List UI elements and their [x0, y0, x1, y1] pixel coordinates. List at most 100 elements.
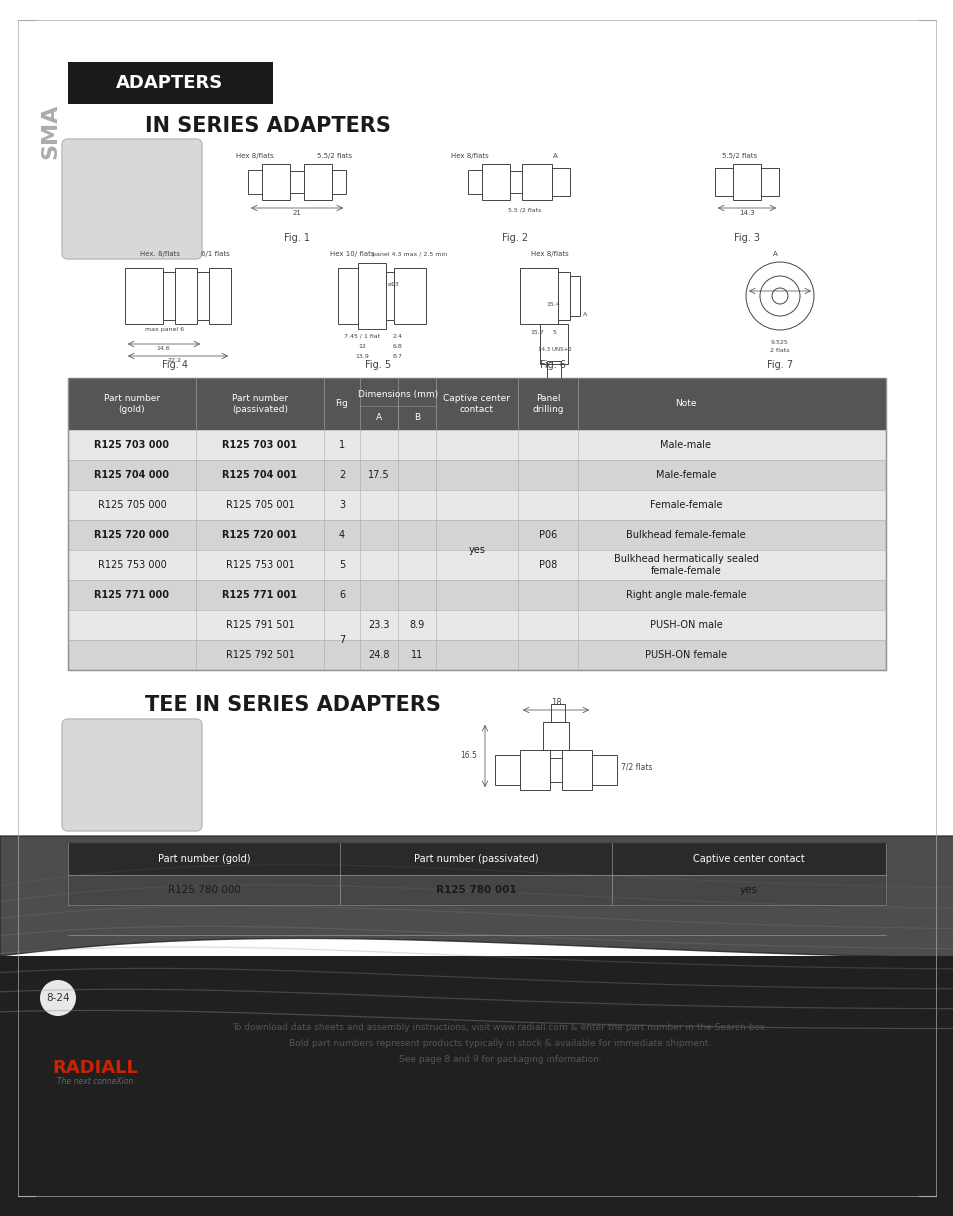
Text: SMA: SMA [40, 103, 60, 158]
Bar [125, 268, 163, 323]
Text: Part number
(passivated): Part number (passivated) [232, 394, 288, 415]
Text: R125 704 000: R125 704 000 [94, 471, 170, 480]
Text: R125 771 000: R125 771 000 [94, 590, 170, 599]
Bar [196, 272, 209, 320]
Text: Captive center
contact: Captive center contact [443, 394, 510, 415]
Bar [68, 62, 273, 105]
Text: R125 720 000: R125 720 000 [94, 530, 170, 540]
Text: TEE IN SERIES ADAPTERS: TEE IN SERIES ADAPTERS [145, 696, 440, 715]
Bar [551, 704, 564, 722]
Bar [332, 170, 346, 195]
Text: B: B [414, 413, 419, 422]
Bar [68, 843, 885, 905]
Text: Hex 8/flats: Hex 8/flats [531, 250, 568, 257]
Bar [68, 640, 885, 670]
Text: 2.4: 2.4 [393, 334, 402, 339]
Text: Fig. 7: Fig. 7 [766, 360, 792, 370]
Bar [714, 168, 732, 196]
Text: To download data sheets and assembly instructions, visit www.radiall.com & enter: To download data sheets and assembly ins… [232, 1024, 767, 1032]
Text: Panel
drilling: Panel drilling [532, 394, 563, 415]
Text: PUSH-ON male: PUSH-ON male [649, 620, 721, 630]
Text: 8.9: 8.9 [409, 620, 424, 630]
Bar [519, 268, 558, 323]
Text: A: A [772, 250, 777, 257]
Text: Hex 10/ flats: Hex 10/ flats [330, 250, 374, 257]
Text: 17.5: 17.5 [368, 471, 390, 480]
Bar [68, 843, 885, 876]
Bar [357, 263, 386, 330]
Text: 5: 5 [553, 330, 557, 334]
Text: panel 4.3 max / 2.5 min: panel 4.3 max / 2.5 min [372, 252, 447, 257]
Text: 3: 3 [338, 500, 345, 510]
Text: R125 792 501: R125 792 501 [225, 651, 294, 660]
Text: yes: yes [468, 545, 485, 554]
FancyBboxPatch shape [62, 719, 202, 831]
Text: 15.7: 15.7 [530, 330, 543, 334]
Text: 6/1 flats: 6/1 flats [200, 250, 229, 257]
Bar [558, 272, 569, 320]
Text: R125 703 000: R125 703 000 [94, 440, 170, 450]
Bar [68, 580, 885, 610]
Bar [163, 272, 174, 320]
Text: R125 791 501: R125 791 501 [226, 620, 294, 630]
Text: 14.6: 14.6 [156, 347, 170, 351]
Text: 22.2: 22.2 [168, 358, 182, 364]
Text: Bold part numbers represent products typically in stock & available for immediat: Bold part numbers represent products typ… [289, 1040, 710, 1048]
Text: Hex 8/flats: Hex 8/flats [236, 153, 274, 159]
Text: max panel 6: max panel 6 [145, 327, 184, 332]
Text: The next conneXion: The next conneXion [57, 1077, 133, 1087]
Text: 5: 5 [338, 561, 345, 570]
Text: R125 720 001: R125 720 001 [222, 530, 297, 540]
Bar [468, 170, 481, 195]
Text: Captive center contact: Captive center contact [693, 854, 804, 865]
Bar [68, 378, 885, 430]
Bar [519, 750, 550, 790]
Text: Part number
(gold): Part number (gold) [104, 394, 160, 415]
Text: A: A [375, 413, 381, 422]
Bar [592, 755, 617, 786]
Text: Note: Note [675, 400, 696, 409]
Text: 16.5: 16.5 [459, 751, 476, 760]
Text: 7: 7 [338, 635, 345, 644]
Text: R125 705 000: R125 705 000 [97, 500, 166, 510]
Bar [0, 956, 953, 1216]
Text: 9.525: 9.525 [770, 340, 788, 345]
Bar [550, 758, 561, 782]
Bar [209, 268, 231, 323]
Bar [248, 170, 262, 195]
Text: RADIALL: RADIALL [52, 1059, 138, 1077]
Text: 7/2 flats: 7/2 flats [620, 762, 652, 772]
Text: Bulkhead female-female: Bulkhead female-female [625, 530, 745, 540]
Text: 24.8: 24.8 [368, 651, 390, 660]
Bar [386, 272, 394, 320]
Bar [546, 361, 560, 379]
Text: 18: 18 [550, 698, 560, 706]
Bar [539, 323, 567, 364]
Bar [68, 876, 885, 905]
Bar [542, 722, 568, 750]
Text: Fig. 3: Fig. 3 [733, 233, 760, 243]
Text: IN SERIES ADAPTERS: IN SERIES ADAPTERS [145, 116, 391, 136]
Text: Part number (passivated): Part number (passivated) [414, 854, 537, 865]
Bar [495, 755, 519, 786]
Bar [481, 164, 510, 199]
Bar [337, 268, 357, 323]
Text: 23.3: 23.3 [368, 620, 390, 630]
Text: 7.45 / 1 flat: 7.45 / 1 flat [344, 334, 379, 339]
Text: P06: P06 [538, 530, 557, 540]
Bar [510, 171, 521, 193]
Bar [394, 268, 426, 323]
Text: Bulkhead hermatically sealed
female-female: Bulkhead hermatically sealed female-fema… [613, 553, 758, 576]
Text: ADAPTERS: ADAPTERS [116, 74, 223, 92]
Bar [569, 276, 579, 316]
Text: 2: 2 [338, 471, 345, 480]
Text: See page 8 and 9 for packaging information.: See page 8 and 9 for packaging informati… [398, 1055, 600, 1064]
Text: Right angle male-female: Right angle male-female [625, 590, 745, 599]
Text: 2 flats: 2 flats [769, 348, 789, 353]
Bar [68, 430, 885, 460]
Text: 5.5/2 flats: 5.5/2 flats [721, 153, 757, 159]
Text: Male-male: Male-male [659, 440, 711, 450]
Text: Fig. 2: Fig. 2 [501, 233, 528, 243]
Bar [174, 268, 196, 323]
Text: ø13: ø13 [388, 282, 399, 287]
